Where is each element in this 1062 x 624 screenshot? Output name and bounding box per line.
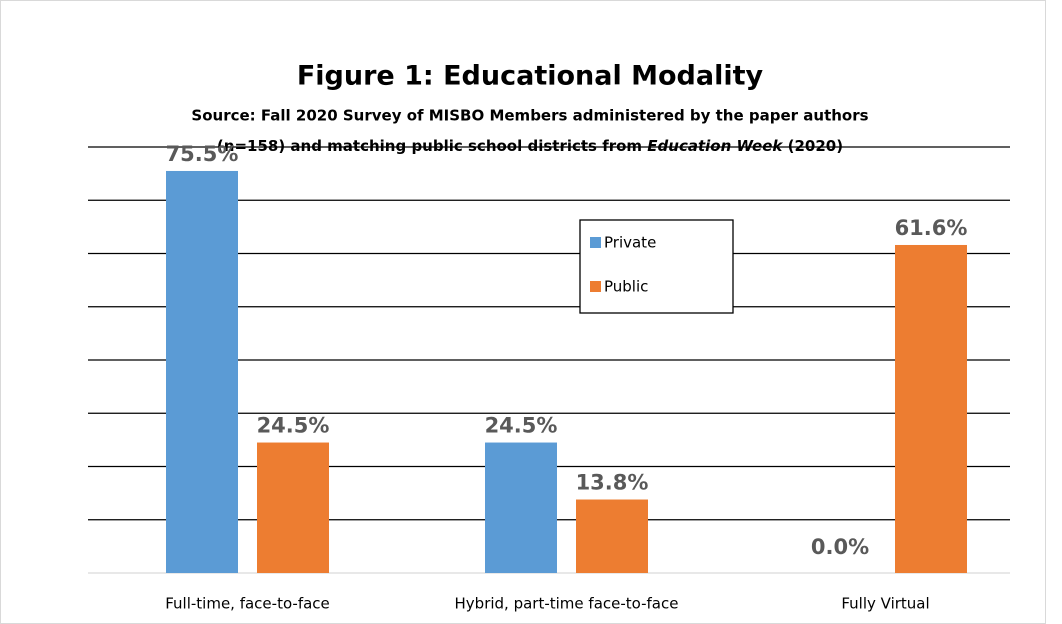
data-label: 24.5%: [257, 414, 330, 438]
bar: [576, 499, 648, 573]
data-label: 24.5%: [485, 414, 558, 438]
bar: [166, 170, 238, 573]
data-label: 61.6%: [895, 216, 968, 240]
data-label: 13.8%: [576, 471, 649, 495]
chart-subtitle: Source: Fall 2020 Survey of MISBO Member…: [191, 107, 868, 125]
chart-subtitle: (n=158) and matching public school distr…: [217, 137, 843, 155]
subtitle-part: Education Week: [647, 137, 783, 155]
data-label: 75.5%: [166, 142, 239, 166]
x-tick-label: Hybrid, part-time face-to-face: [455, 595, 679, 613]
x-tick-label: Fully Virtual: [841, 595, 929, 613]
legend-label: Public: [604, 278, 648, 296]
legend-swatch: [590, 237, 601, 248]
legend-box: [579, 219, 734, 314]
chart-title: Figure 1: Educational Modality: [297, 61, 764, 92]
bar: [257, 442, 329, 573]
legend-swatch: [590, 281, 601, 292]
x-tick-label: Full-time, face-to-face: [165, 595, 330, 613]
bar: [485, 442, 557, 573]
subtitle-part: (2020): [782, 137, 843, 155]
subtitle-part: (n=158) and matching public school distr…: [217, 137, 647, 155]
bar: [895, 244, 967, 574]
data-label: 0.0%: [811, 535, 869, 559]
legend-label: Private: [604, 234, 656, 252]
